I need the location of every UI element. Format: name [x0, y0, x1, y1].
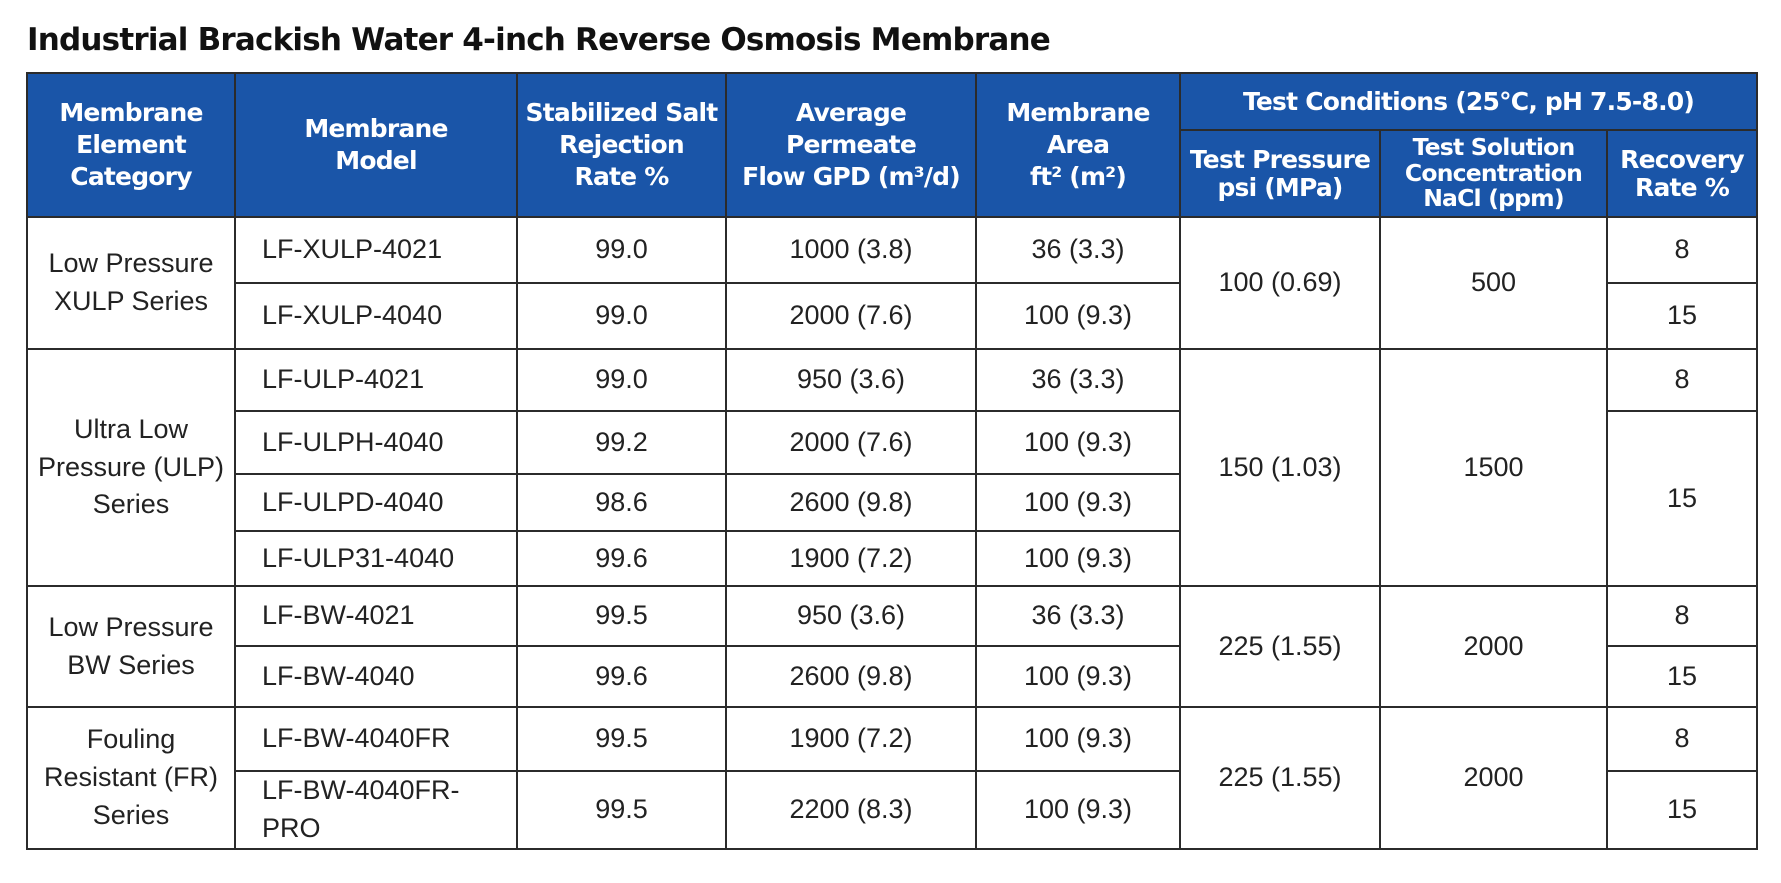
flow-cell: 2600 (9.8)	[725, 645, 977, 708]
model-cell: LF-ULP31-4040	[234, 530, 518, 587]
flow-cell: 1000 (3.8)	[725, 216, 977, 284]
area-cell: 100 (9.3)	[975, 530, 1181, 587]
rejection-cell: 99.5	[516, 585, 727, 647]
table-row: LF-XULP-4040 99.0 2000 (7.6) 100 (9.3) 1…	[27, 282, 1759, 350]
area-cell: 100 (9.3)	[975, 706, 1181, 772]
table-row: LF-ULPH-4040 99.2 2000 (7.6) 100 (9.3) 1…	[27, 410, 1759, 587]
recovery-cell: 15	[1605, 410, 1759, 587]
rejection-cell: 98.6	[516, 473, 727, 532]
concentration-cell: 2000	[1379, 706, 1608, 850]
flow-cell: 2200 (8.3)	[725, 770, 977, 850]
model-cell: LF-XULP-4040	[234, 282, 518, 350]
model-cell: LF-ULP-4021	[234, 348, 518, 412]
pressure-cell: 150 (1.03)	[1179, 348, 1381, 587]
flow-cell: 950 (3.6)	[725, 348, 977, 412]
flow-cell: 1900 (7.2)	[725, 530, 977, 587]
area-cell: 100 (9.3)	[975, 473, 1181, 532]
category-cell: Low Pressure BW Series	[26, 585, 236, 708]
category-cell: Fouling Resistant (FR) Series	[26, 706, 236, 850]
table-row: LF-ULP31-4040 99.6 1900 (7.2) 100 (9.3)	[27, 530, 1757, 587]
table-row: Low Pressure BW Series LF-BW-4021 99.5 9…	[26, 585, 1759, 708]
header-flow: Average Permeate Flow GPD (m³/d)	[725, 72, 977, 218]
recovery-cell: 8	[1605, 585, 1759, 647]
header-recovery: Recovery Rate %	[1605, 129, 1759, 218]
rejection-cell: 99.5	[516, 706, 727, 772]
flow-cell: 2000 (7.6)	[725, 282, 977, 350]
rejection-cell: 99.0	[516, 282, 727, 350]
recovery-cell: 15	[1605, 645, 1759, 708]
pressure-cell: 225 (1.55)	[1179, 706, 1381, 850]
recovery-cell: 15	[1605, 282, 1759, 350]
concentration-cell: 1500	[1379, 348, 1608, 587]
rejection-cell: 99.5	[516, 770, 727, 850]
rejection-cell: 99.2	[516, 410, 727, 475]
recovery-cell: 8	[1605, 348, 1759, 412]
area-cell: 100 (9.3)	[975, 770, 1181, 850]
area-cell: 36 (3.3)	[975, 585, 1181, 647]
area-cell: 100 (9.3)	[975, 410, 1181, 475]
model-cell: LF-BW-4040FR-PRO	[234, 770, 518, 850]
pressure-cell: 100 (0.69)	[1179, 216, 1381, 350]
flow-cell: 1900 (7.2)	[725, 706, 977, 772]
model-cell: LF-BW-4040	[234, 645, 518, 708]
table-row: Fouling Resistant (FR) Series LF-BW-4040…	[26, 706, 1759, 850]
area-cell: 36 (3.3)	[975, 348, 1181, 412]
flow-cell: 950 (3.6)	[725, 585, 977, 647]
table-row: Ultra Low Pressure (ULP) Series LF-ULP-4…	[26, 348, 1759, 587]
area-cell: 36 (3.3)	[975, 216, 1181, 284]
header-model: Membrane Model	[234, 72, 518, 218]
area-cell: 100 (9.3)	[975, 645, 1181, 708]
rejection-cell: 99.6	[516, 530, 727, 587]
pressure-cell: 225 (1.55)	[1179, 585, 1381, 708]
header-area: Membrane Area ft² (m²)	[975, 72, 1181, 218]
model-cell: LF-BW-4040FR	[234, 706, 518, 772]
flow-cell: 2000 (7.6)	[725, 410, 977, 475]
rejection-cell: 99.0	[516, 216, 727, 284]
header-category: Membrane Element Category	[26, 72, 236, 218]
recovery-cell: 15	[1605, 770, 1759, 850]
header-concentration: Test Solution Concentration NaCl (ppm)	[1379, 129, 1608, 218]
concentration-cell: 2000	[1379, 585, 1608, 708]
page-title: Industrial Brackish Water 4-inch Reverse…	[27, 22, 1051, 58]
model-cell: LF-BW-4021	[234, 585, 518, 647]
model-cell: LF-ULPH-4040	[234, 410, 518, 475]
table-row: Low Pressure XULP Series LF-XULP-4021 99…	[26, 216, 1759, 350]
model-cell: LF-ULPD-4040	[234, 473, 518, 532]
table-row: LF-ULPD-4040 98.6 2600 (9.8) 100 (9.3)	[27, 473, 1757, 532]
category-cell: Low Pressure XULP Series	[26, 216, 236, 350]
area-cell: 100 (9.3)	[975, 282, 1181, 350]
header-rejection: Stabilized Salt Rejection Rate %	[516, 72, 727, 218]
header-test-conditions: Test Conditions (25°C, pH 7.5-8.0)	[1178, 72, 1759, 131]
rejection-cell: 99.6	[516, 645, 727, 708]
model-cell: LF-XULP-4021	[234, 216, 518, 284]
table-row: LF-BW-4040FR-PRO 99.5 2200 (8.3) 100 (9.…	[27, 770, 1759, 850]
concentration-cell: 500	[1379, 216, 1608, 350]
recovery-cell: 8	[1605, 706, 1759, 772]
header-pressure: Test Pressure psi (MPa)	[1179, 129, 1381, 218]
rejection-cell: 99.0	[516, 348, 727, 412]
table-row: LF-BW-4040 99.6 2600 (9.8) 100 (9.3) 15	[27, 645, 1759, 708]
category-cell: Ultra Low Pressure (ULP) Series	[26, 348, 236, 587]
recovery-cell: 8	[1605, 216, 1759, 284]
flow-cell: 2600 (9.8)	[725, 473, 977, 532]
membrane-spec-table: Membrane Element Category Membrane Model…	[26, 72, 1759, 850]
